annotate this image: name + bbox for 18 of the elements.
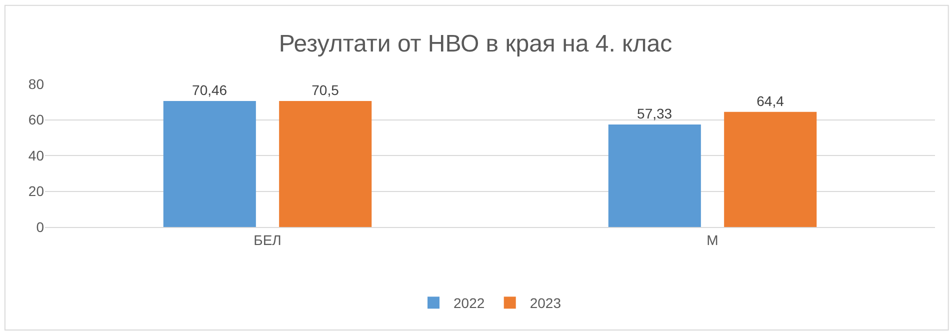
legend-label: 2023 xyxy=(530,295,562,312)
y-tick-label: 80 xyxy=(28,76,44,92)
bar xyxy=(279,100,372,227)
data-label: 70,5 xyxy=(312,82,340,98)
bar xyxy=(724,112,817,227)
chart-title: Резултати от НВО в края на 4. клас xyxy=(278,30,672,58)
data-label: 64,4 xyxy=(756,92,784,109)
y-tick-label: 0 xyxy=(36,218,44,235)
data-label: 70,46 xyxy=(192,82,228,98)
y-tick-label: 60 xyxy=(28,112,44,128)
x-tick-label: БЕЛ xyxy=(254,232,282,248)
y-tick-label: 40 xyxy=(28,147,44,164)
y-tick-label: 20 xyxy=(28,183,44,200)
bar xyxy=(163,101,256,227)
legend-label: 2022 xyxy=(454,295,485,312)
data-label: 57,33 xyxy=(637,106,672,122)
x-tick-label: М xyxy=(706,232,718,248)
bar xyxy=(608,124,701,227)
